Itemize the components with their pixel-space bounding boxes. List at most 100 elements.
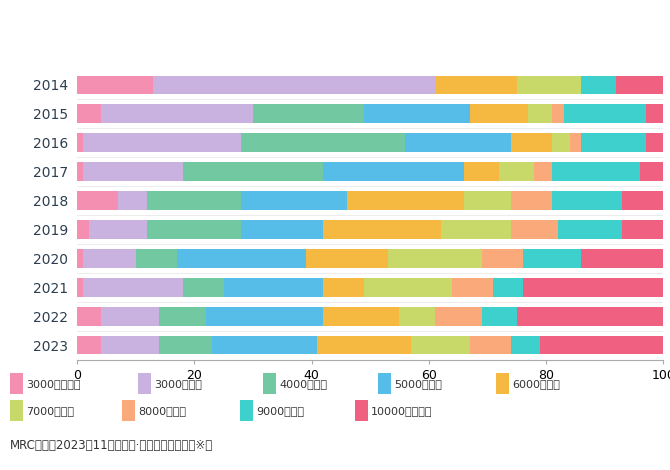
Text: 8000万円〜: 8000万円〜 bbox=[138, 406, 186, 416]
Bar bbox=[464, 162, 499, 181]
Bar bbox=[206, 307, 323, 326]
Bar bbox=[138, 374, 151, 394]
Text: 4000万円〜: 4000万円〜 bbox=[279, 379, 327, 389]
Bar bbox=[499, 162, 534, 181]
Bar bbox=[77, 133, 83, 152]
Bar bbox=[159, 336, 212, 354]
Text: 6000万円〜: 6000万円〜 bbox=[513, 379, 560, 389]
Bar bbox=[511, 220, 557, 239]
Bar bbox=[523, 278, 663, 297]
Bar bbox=[100, 336, 159, 354]
Bar bbox=[159, 307, 206, 326]
Bar bbox=[552, 104, 563, 123]
Bar bbox=[83, 162, 182, 181]
Text: 3000万円未満: 3000万円未満 bbox=[26, 379, 81, 389]
Bar bbox=[517, 307, 663, 326]
Bar bbox=[552, 162, 640, 181]
Bar bbox=[470, 104, 529, 123]
Bar bbox=[83, 249, 135, 268]
Bar bbox=[435, 76, 517, 94]
Bar bbox=[640, 162, 663, 181]
Bar bbox=[523, 249, 582, 268]
Bar bbox=[364, 104, 470, 123]
Bar bbox=[582, 76, 616, 94]
Bar bbox=[622, 220, 663, 239]
Bar bbox=[517, 76, 581, 94]
Bar bbox=[582, 133, 646, 152]
Bar bbox=[570, 133, 582, 152]
Bar bbox=[411, 336, 470, 354]
Text: 7000万円〜: 7000万円〜 bbox=[26, 406, 74, 416]
Bar bbox=[496, 374, 509, 394]
Bar bbox=[77, 220, 88, 239]
Bar bbox=[511, 191, 552, 210]
Bar bbox=[452, 278, 493, 297]
Bar bbox=[241, 133, 405, 152]
Bar bbox=[77, 162, 83, 181]
Bar bbox=[153, 76, 435, 94]
Bar bbox=[77, 104, 100, 123]
Text: 5000万円〜: 5000万円〜 bbox=[394, 379, 442, 389]
Bar bbox=[364, 278, 452, 297]
Bar bbox=[88, 220, 147, 239]
Bar bbox=[323, 220, 441, 239]
Bar bbox=[347, 191, 464, 210]
Bar bbox=[557, 220, 622, 239]
Bar bbox=[582, 249, 663, 268]
Bar bbox=[77, 307, 100, 326]
Bar bbox=[378, 374, 391, 394]
Bar bbox=[10, 374, 23, 394]
Text: 10000万円以上: 10000万円以上 bbox=[371, 406, 433, 416]
Bar bbox=[100, 104, 253, 123]
Bar bbox=[263, 374, 276, 394]
Bar bbox=[482, 307, 517, 326]
Bar bbox=[77, 336, 100, 354]
Bar bbox=[77, 191, 118, 210]
Bar bbox=[323, 162, 464, 181]
Bar bbox=[83, 133, 241, 152]
Bar bbox=[399, 307, 435, 326]
Bar bbox=[182, 278, 224, 297]
Bar bbox=[622, 191, 663, 210]
Bar bbox=[177, 249, 306, 268]
Bar bbox=[323, 307, 399, 326]
Bar bbox=[77, 278, 83, 297]
Bar bbox=[405, 133, 511, 152]
Bar bbox=[77, 76, 153, 94]
Bar bbox=[118, 191, 147, 210]
Bar bbox=[77, 249, 83, 268]
Bar bbox=[482, 249, 523, 268]
Bar bbox=[83, 278, 182, 297]
Bar bbox=[306, 249, 388, 268]
Bar bbox=[470, 336, 511, 354]
Bar bbox=[224, 278, 323, 297]
Bar bbox=[552, 133, 570, 152]
Bar bbox=[529, 104, 552, 123]
Bar bbox=[540, 336, 663, 354]
Bar bbox=[646, 133, 663, 152]
Text: 3000万円〜: 3000万円〜 bbox=[154, 379, 202, 389]
Bar bbox=[441, 220, 511, 239]
Bar bbox=[147, 191, 241, 210]
Bar bbox=[135, 249, 177, 268]
Bar bbox=[552, 191, 622, 210]
Bar bbox=[354, 400, 368, 421]
Bar bbox=[318, 336, 411, 354]
Bar bbox=[646, 104, 663, 123]
Bar bbox=[435, 307, 482, 326]
Bar bbox=[464, 191, 511, 210]
Bar bbox=[241, 191, 347, 210]
Bar bbox=[388, 249, 482, 268]
Bar bbox=[616, 76, 663, 94]
Text: 9000万円〜: 9000万円〜 bbox=[256, 406, 304, 416]
Bar bbox=[534, 162, 552, 181]
Bar bbox=[493, 278, 523, 297]
Bar bbox=[100, 307, 159, 326]
Bar bbox=[241, 220, 323, 239]
Bar bbox=[147, 220, 241, 239]
Bar bbox=[563, 104, 646, 123]
Bar bbox=[240, 400, 253, 421]
Bar bbox=[182, 162, 323, 181]
Bar bbox=[511, 133, 552, 152]
Bar bbox=[511, 336, 540, 354]
